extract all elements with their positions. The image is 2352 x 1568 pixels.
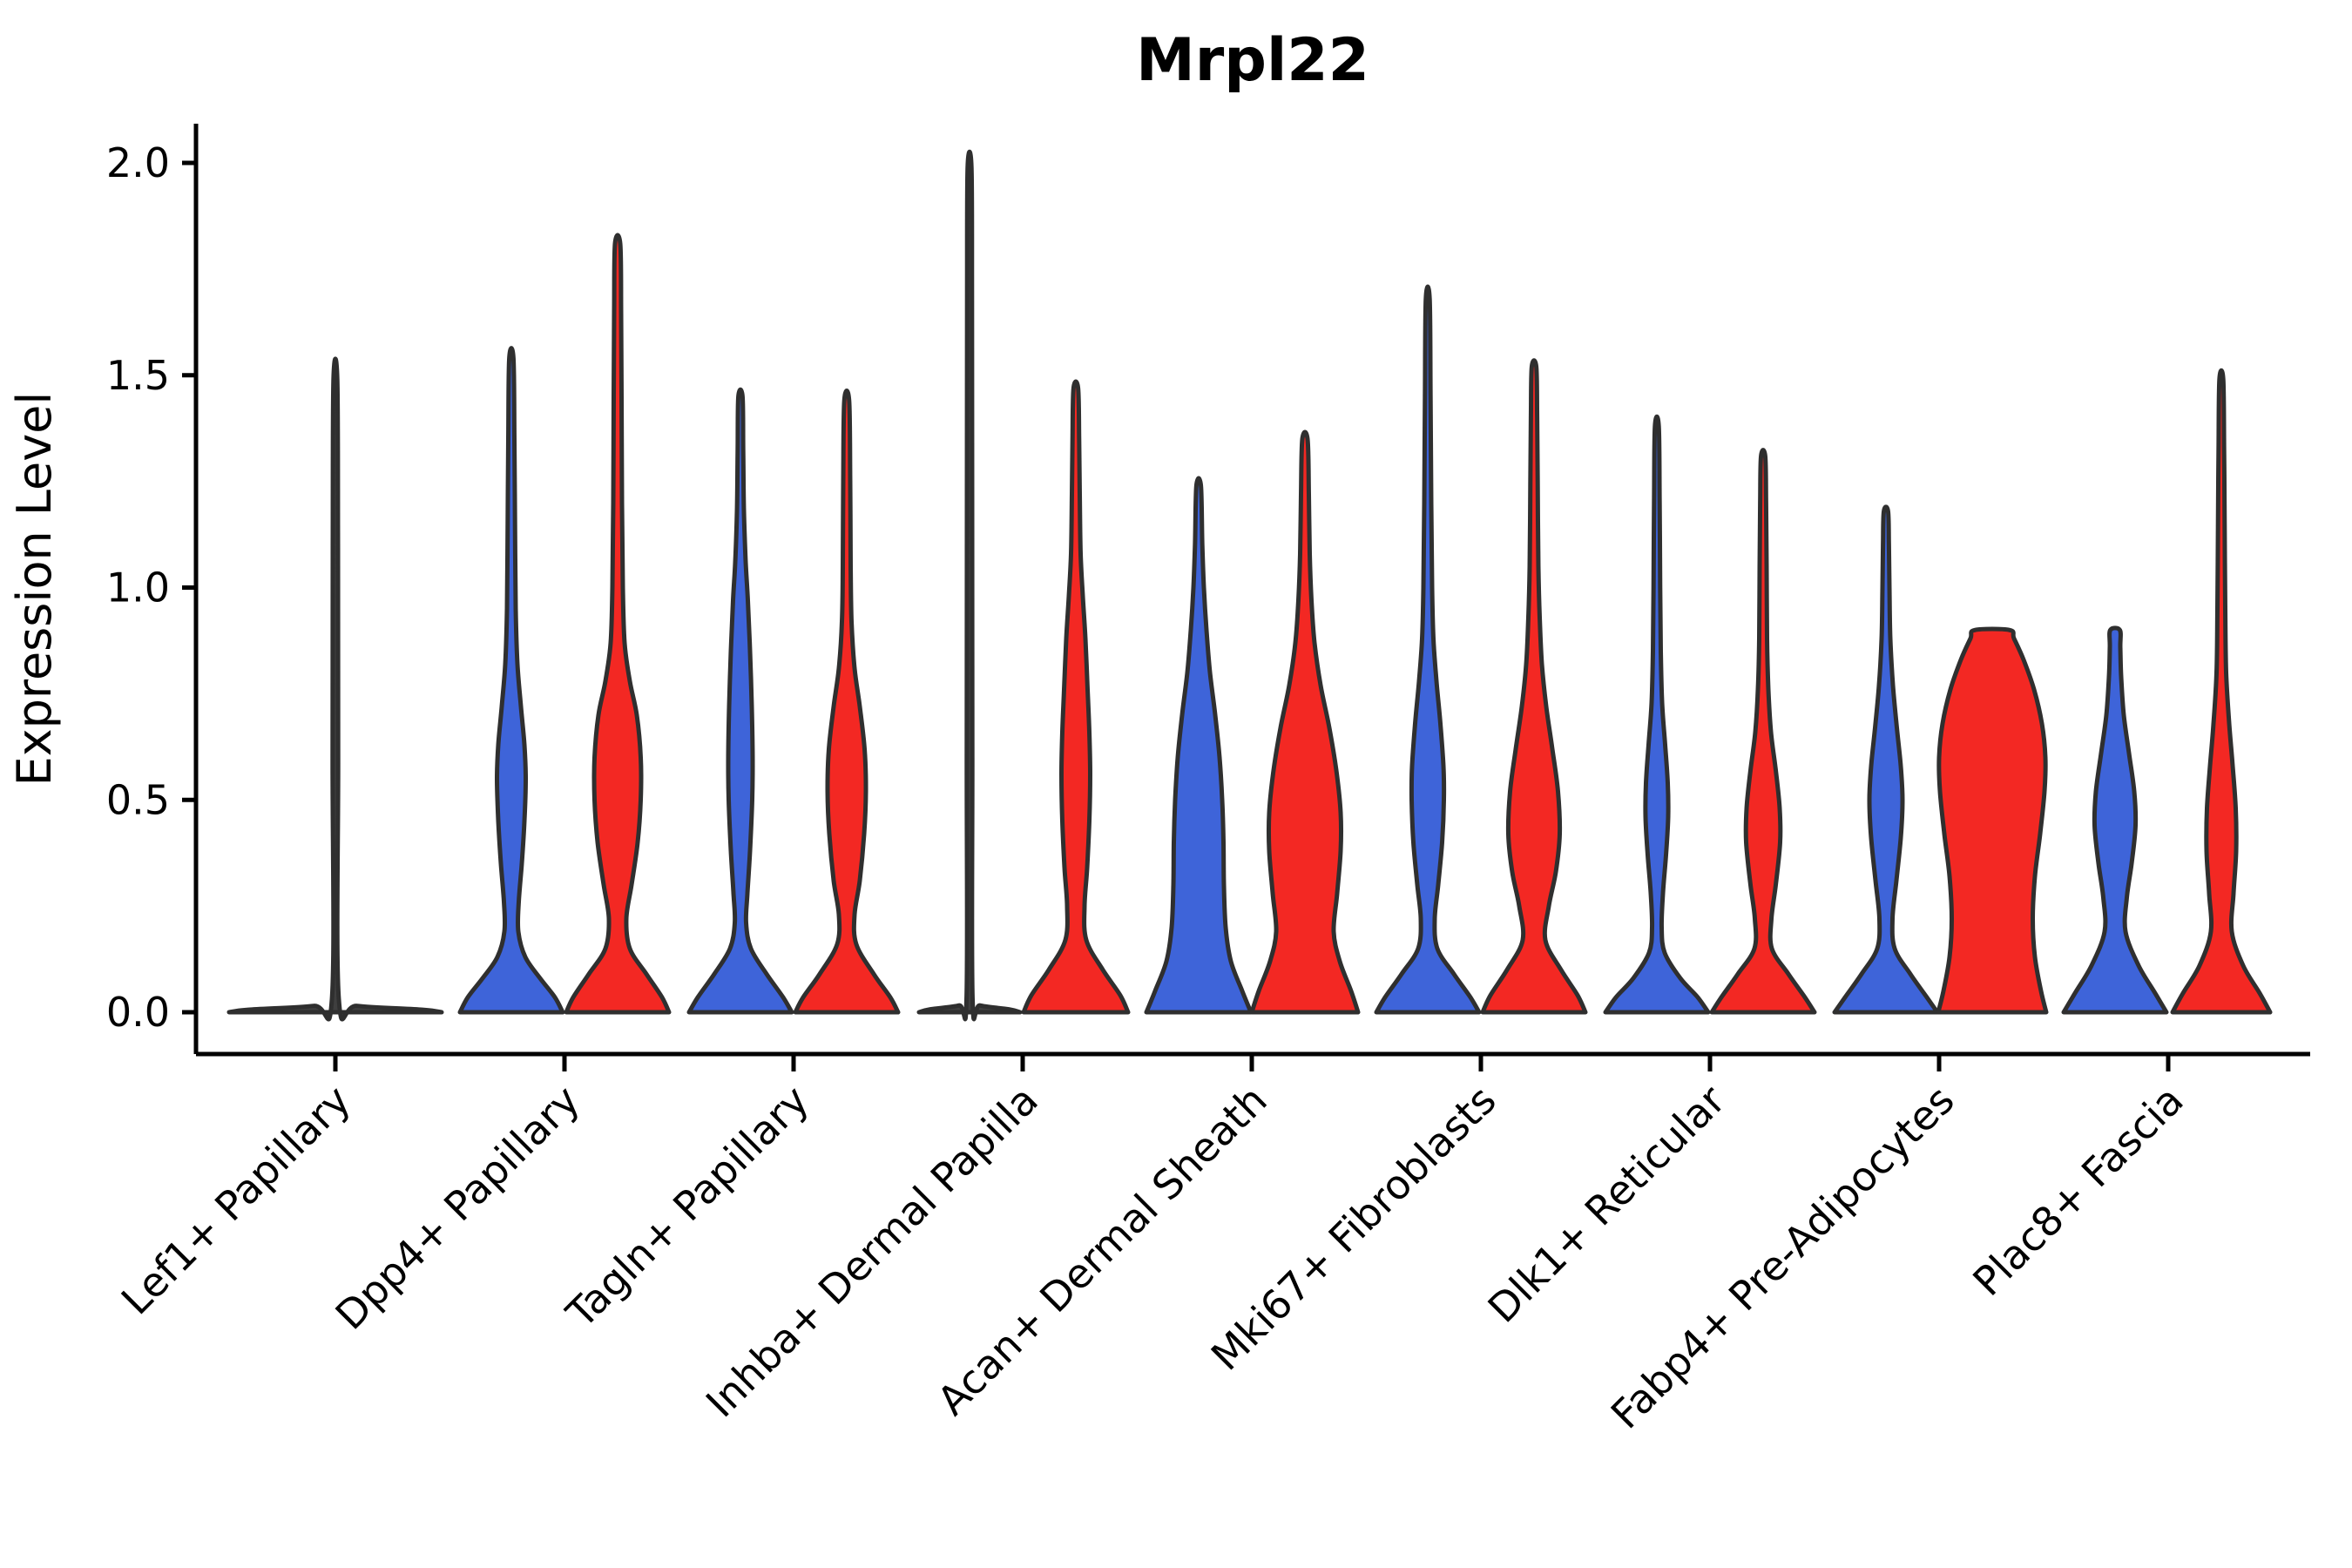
violin-dpp4-papillary-blue — [457, 346, 565, 1015]
violin-plac8-fascia-blue — [2061, 625, 2169, 1015]
y-tick-label: 1.5 — [106, 352, 170, 399]
violin-tagln-papillary-red — [793, 388, 901, 1015]
violin-acan-dermal-sheath-blue — [1144, 476, 1254, 1015]
violin-dlk1-reticular-red — [1709, 448, 1817, 1015]
y-tick-label: 0.0 — [106, 989, 170, 1036]
y-tick-label: 1.0 — [106, 564, 170, 612]
y-tick-label: 2.0 — [106, 139, 170, 186]
violin-acan-dermal-sheath-red — [1249, 429, 1361, 1015]
x-tick-label-7: Dlk1+ Reticular — [1479, 1077, 1734, 1332]
axes-group — [182, 124, 2310, 1071]
violin-inhba-dermal-papilla-red — [1021, 379, 1131, 1015]
y-tick-label: 0.5 — [106, 776, 170, 823]
violin-mki67-fibroblasts-red — [1480, 358, 1588, 1015]
y-axis-label: Expression Level — [7, 392, 62, 787]
violin-dpp4-papillary-red — [564, 233, 672, 1015]
violin-mki67-fibroblasts-blue — [1374, 284, 1482, 1015]
x-tick-label-9: Plac8+ Fascia — [1963, 1077, 2192, 1305]
x-tick-label-1: Lef1+ Papillary — [112, 1077, 360, 1324]
violin-lef1-papillary — [226, 356, 444, 1022]
x-tick-label-2: Dpp4+ Papillary — [327, 1077, 589, 1339]
violin-tagln-papillary-blue — [686, 387, 794, 1015]
x-tick-label-3: Tagln+ Papillary — [557, 1077, 818, 1338]
chart-title: Mrpl22 — [1136, 26, 1369, 95]
violin-fabp4-pre-adipocytes-red — [1936, 626, 2049, 1015]
violin-inhba-dermal-papilla-blue — [916, 149, 1023, 1022]
violin-fabp4-pre-adipocytes-blue — [1832, 504, 1940, 1015]
violin-plac8-fascia-red — [2170, 368, 2273, 1015]
violin-dlk1-reticular-blue — [1603, 414, 1711, 1015]
violins-group — [226, 149, 2273, 1022]
